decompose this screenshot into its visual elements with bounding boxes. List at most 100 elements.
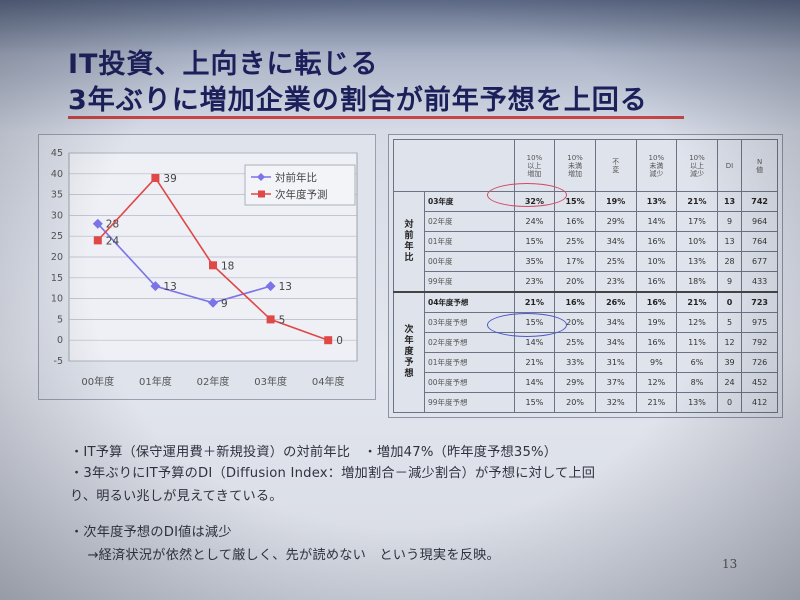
table-cell: 764 <box>741 230 778 252</box>
data-point <box>92 218 103 229</box>
table-cell: 9% <box>635 352 678 374</box>
table-row: 02年度予想 14% 25% 34% 16% 11% 12 792 <box>394 332 778 354</box>
data-label: 24 <box>106 235 120 247</box>
table-cell: 37% <box>594 372 637 394</box>
legend-label: 次年度予測 <box>275 188 328 201</box>
data-point <box>93 236 102 245</box>
data-point <box>209 261 217 270</box>
data-label: 0 <box>336 335 343 347</box>
bullet-line: →経済状況が依然として厳しく、先が読めない という現実を反映。 <box>74 548 500 563</box>
line-chart: -5 0 5 10 15 20 25 30 35 40 45 00年度 01年度 02年度 03年度 04年度… <box>51 148 358 388</box>
survey-table-panel: 10% 以上 増加 10% 未満 増加不変 10% 未満 減少 10% 以上 減少 DI N 値対前年比 03… <box>388 134 783 418</box>
table-cell: 21% <box>513 291 556 314</box>
data-label: 9 <box>221 298 228 310</box>
table-cell: 13% <box>676 392 718 413</box>
row-label: 01年度 <box>424 230 515 252</box>
table-cell: 12% <box>635 372 678 394</box>
data-point <box>151 173 160 182</box>
table-cell: 39 <box>716 352 743 374</box>
y-tick-label: 10 <box>51 294 63 305</box>
line-chart-panel: -5 0 5 10 15 20 25 30 35 40 45 00年度 01年度 02年度 03年度 04年度… <box>38 134 376 400</box>
group-label: 次年度予想 <box>393 291 425 414</box>
table-cell: 0 <box>716 392 743 413</box>
row-label: 99年度 <box>424 270 515 293</box>
row-label: 01年度予想 <box>424 352 515 374</box>
y-tick-label: 5 <box>57 314 63 325</box>
table-cell: 34% <box>594 312 637 334</box>
x-tick-label: 00年度 <box>81 375 114 388</box>
table-cell: 13% <box>635 191 678 212</box>
table-row: 01年度 15% 25% 34% 16% 10% 13 764 <box>394 230 778 252</box>
y-tick-label: 35 <box>51 190 63 201</box>
table-cell: 25% <box>554 332 596 354</box>
y-tick-label: 45 <box>51 148 63 159</box>
table-row: 00年度 35% 17% 25% 10% 13% 28 677 <box>394 250 778 272</box>
data-point <box>208 297 218 308</box>
y-tick-label: 0 <box>57 335 63 346</box>
table-cell: 723 <box>741 291 778 314</box>
corner-cell <box>393 139 515 192</box>
data-label: 13 <box>163 281 176 293</box>
data-label: 13 <box>279 281 292 293</box>
table-row: 対前年比 03年度 32% 15% 19% 13% 21% 13 742 <box>393 191 778 293</box>
table-cell: 16% <box>635 230 678 252</box>
table-cell: 964 <box>741 210 778 232</box>
table-cell: 17% <box>676 210 718 232</box>
table-cell: 34% <box>594 332 637 354</box>
table-cell: 5 <box>716 312 743 334</box>
legend-label: 対前年比 <box>275 171 317 184</box>
table-cell: 26% <box>594 291 637 314</box>
bullet-line: ・3年ぶりにIT予算のDI（Diffusion Index：増加割合－減少割合）… <box>70 466 596 481</box>
table-cell: 14% <box>635 210 678 232</box>
table-cell: 23% <box>513 270 556 293</box>
column-header: 10% 以上 減少 <box>676 139 718 192</box>
data-point <box>266 315 275 324</box>
y-tick-label: -5 <box>54 356 63 367</box>
table-cell: 17% <box>554 250 596 272</box>
table-cell: 6% <box>676 352 718 374</box>
data-point <box>150 281 161 292</box>
title-underline <box>68 116 684 119</box>
column-header: DI <box>716 139 743 192</box>
table-cell: 24 <box>716 372 743 394</box>
table-cell: 19% <box>594 191 637 212</box>
table-cell: 16% <box>554 210 596 232</box>
table-cell: 452 <box>741 372 778 394</box>
column-header: 10% 未満 増加 <box>554 139 596 192</box>
column-header: 10% 未満 減少 <box>635 139 678 192</box>
table-cell: 19% <box>635 312 678 334</box>
page-number: 13 <box>722 557 738 571</box>
table-cell: 13 <box>716 191 743 212</box>
table-cell: 12% <box>676 312 718 334</box>
table-cell: 975 <box>741 312 778 334</box>
table-cell: 33% <box>554 352 596 374</box>
table-cell: 21% <box>676 191 718 212</box>
highlight-circle-blue <box>487 313 567 337</box>
y-tick-label: 25 <box>51 231 63 242</box>
data-point <box>265 281 276 292</box>
table-cell: 31% <box>594 352 637 374</box>
table-cell: 20% <box>554 392 596 413</box>
legend-marker <box>257 173 265 181</box>
row-label: 00年度 <box>424 250 515 272</box>
legend-box <box>244 164 356 206</box>
table-cell: 677 <box>741 250 778 272</box>
table-row: 01年度予想 21% 33% 31% 9% 6% 39 726 <box>394 352 778 374</box>
table-cell: 29% <box>554 372 596 394</box>
table-cell: 8% <box>676 372 718 394</box>
data-label: 5 <box>279 314 286 326</box>
data-label: 18 <box>221 260 234 272</box>
table-cell: 35% <box>513 250 556 272</box>
x-tick-label: 01年度 <box>139 375 172 388</box>
table-cell: 433 <box>741 270 778 293</box>
table-cell: 9 <box>716 210 743 232</box>
table-cell: 25% <box>594 250 637 272</box>
table-cell: 742 <box>741 191 778 212</box>
survey-table: 10% 以上 増加 10% 未満 増加不変 10% 未満 減少 10% 以上 減少 DI N 値対前年比 03… <box>393 139 778 414</box>
table-cell: 726 <box>741 352 778 374</box>
bullet-line: ・IT予算（保守運用費＋新規投資）の対前年比 ・増加47%（昨年度予想35%） <box>70 445 558 460</box>
table-cell: 14% <box>513 372 556 394</box>
table-cell: 15% <box>513 392 556 413</box>
slide-title-line-1: IT投資、上向きに転じる <box>68 49 379 80</box>
